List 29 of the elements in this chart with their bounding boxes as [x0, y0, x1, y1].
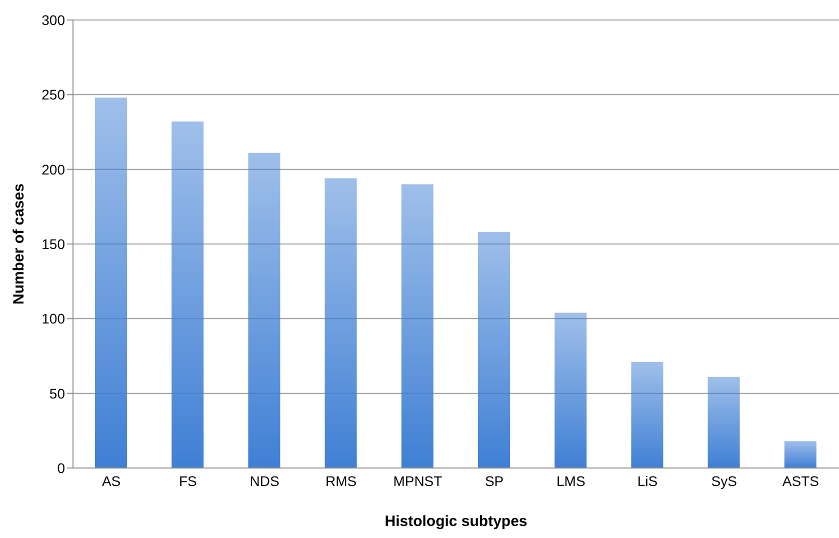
bar: [554, 312, 587, 468]
y-tick-label: 300: [42, 12, 66, 28]
bar: [172, 122, 204, 468]
bar: [401, 184, 434, 468]
x-tick-label: MPNST: [393, 472, 443, 489]
bar: [248, 152, 280, 468]
x-axis-title: Histologic subtypes: [384, 513, 528, 530]
x-tick-label: FS: [178, 472, 197, 489]
bar: [784, 441, 816, 468]
x-tick-label: SP: [484, 472, 504, 489]
bar: [708, 376, 740, 468]
y-axis-title: Number of cases: [10, 184, 28, 304]
y-tick-label: 200: [42, 161, 66, 178]
x-tick-label: SyS: [711, 472, 737, 489]
y-tick-label: 100: [42, 310, 66, 327]
bar: [478, 232, 510, 468]
x-tick-label: LMS: [556, 472, 586, 489]
bar: [324, 178, 357, 468]
x-tick-label: AS: [102, 472, 121, 489]
y-tick-label: 150: [42, 236, 66, 252]
y-tick-label: 50: [49, 385, 66, 402]
bar: [95, 98, 127, 468]
bar: [631, 362, 664, 468]
y-tick-label: 0: [57, 460, 66, 476]
x-tick-label: ASTS: [782, 472, 819, 489]
x-tick-label: LiS: [637, 472, 658, 489]
x-tick-label: NDS: [250, 472, 280, 489]
x-tick-label: RMS: [326, 472, 357, 489]
y-tick-label: 250: [42, 86, 66, 103]
